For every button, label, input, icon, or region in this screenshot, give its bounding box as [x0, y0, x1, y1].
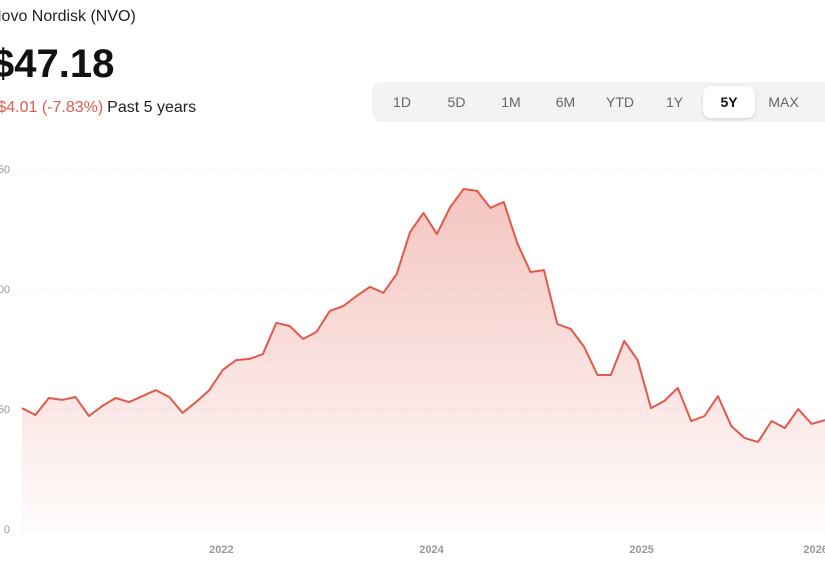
range-button[interactable]: 1Y	[665, 94, 684, 110]
range-button[interactable]: 1D	[393, 94, 411, 110]
range-button[interactable]: 5D	[447, 94, 466, 110]
x-tick-label: 2026	[803, 544, 825, 556]
price: $47.18	[0, 42, 115, 86]
y-tick-label: 100	[0, 284, 10, 296]
price-line	[21, 187, 825, 443]
x-tick-label: 2025	[629, 544, 653, 556]
range-button[interactable]: 1M	[501, 94, 521, 110]
y-tick-label: 50	[0, 404, 10, 416]
range-button[interactable]: MAX	[768, 94, 799, 110]
period: Past 5 years	[107, 99, 197, 116]
x-tick-label: 2024	[419, 544, 444, 556]
range-button[interactable]: 5Y	[703, 86, 755, 118]
change-row: -$4.01 (-7.83%) Past 5 years	[0, 99, 196, 117]
y-tick-label: 150	[0, 164, 10, 176]
range-button[interactable]: 6M	[555, 94, 576, 110]
stock-name: Novo Nordisk (NVO)	[0, 8, 136, 25]
area	[22, 188, 825, 530]
range-selector: 1D 5D 1M 6M YTD 1Y 5Y MAX	[372, 82, 825, 122]
range-button[interactable]: YTD	[606, 94, 634, 110]
change: -$4.01 (-7.83%)	[0, 99, 104, 116]
y-tick-label: 0	[4, 524, 10, 536]
x-tick-label: 2022	[209, 544, 233, 556]
